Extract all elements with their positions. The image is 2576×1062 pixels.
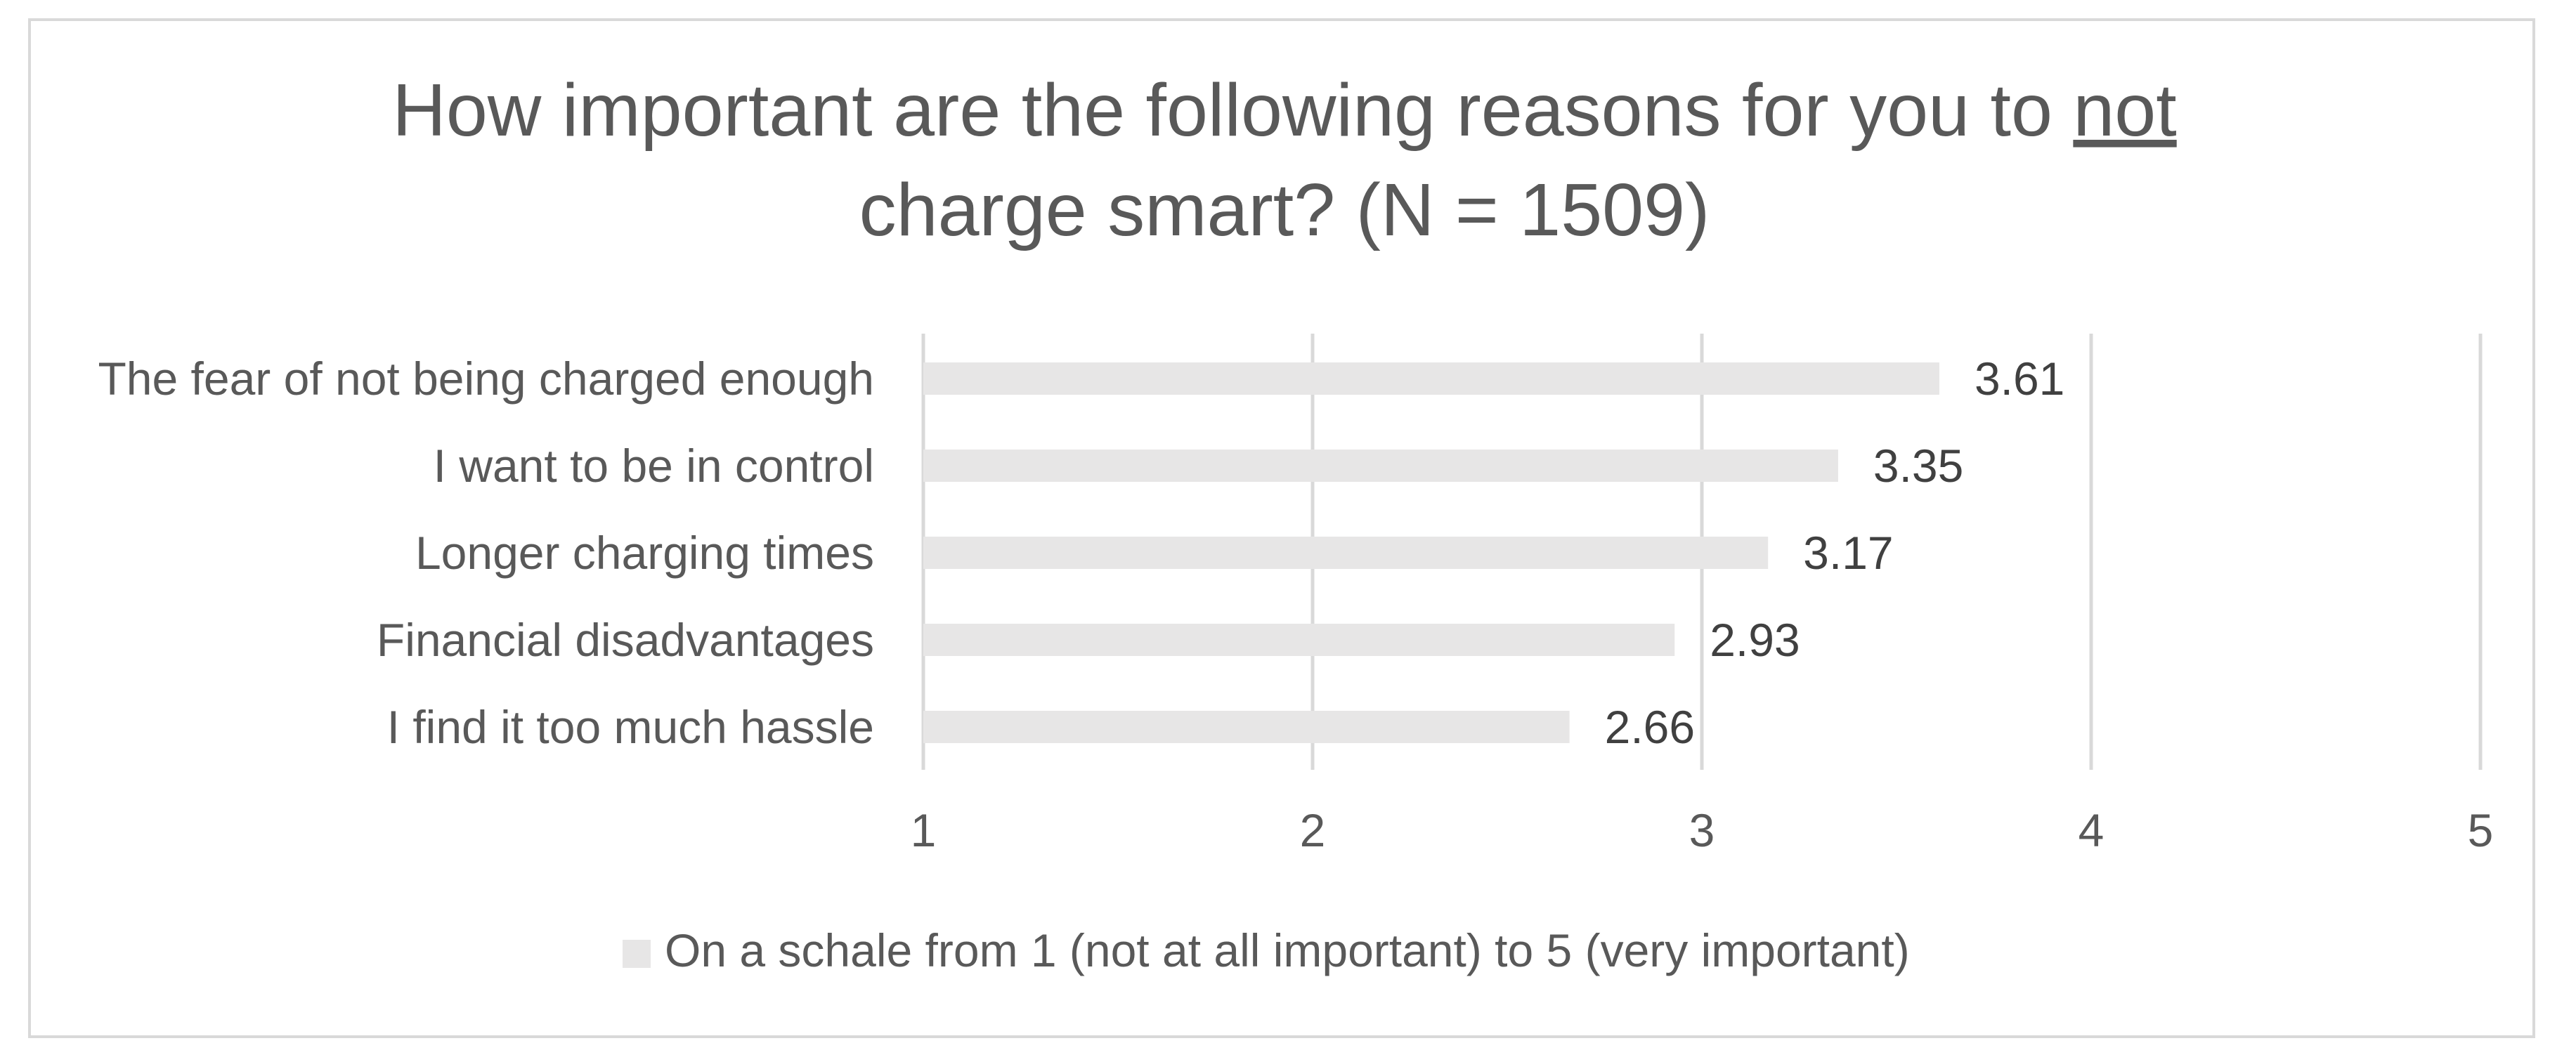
bar (923, 362, 1939, 395)
bar (923, 624, 1675, 656)
category-label: The fear of not being charged enough (98, 353, 874, 405)
legend-swatch (623, 940, 651, 968)
value-label: 3.17 (1803, 527, 1893, 579)
x-tick-label: 3 (1689, 804, 1715, 856)
category-label: I want to be in control (434, 440, 874, 492)
legend: On a schale from 1 (not at all important… (623, 924, 1910, 976)
value-label: 2.66 (1605, 701, 1695, 753)
category-labels: The fear of not being charged enough I wa… (98, 353, 874, 753)
x-axis-tick-labels: 1 2 3 4 5 (911, 804, 2494, 856)
bar (923, 537, 1769, 569)
x-tick-label: 5 (2468, 804, 2494, 856)
bars (923, 362, 1939, 743)
bar (923, 450, 1838, 482)
value-label: 3.35 (1873, 440, 1963, 492)
category-label: Financial disadvantages (377, 614, 874, 666)
category-label: Longer charging times (415, 527, 874, 579)
chart-frame: How important are the following reasons … (28, 18, 2535, 1038)
chart-title-line-2: charge smart? (N = 1509) (859, 169, 1710, 251)
value-label: 3.61 (1975, 353, 2064, 405)
bar-chart: How important are the following reasons … (98, 69, 2494, 976)
x-tick-label: 1 (911, 804, 937, 856)
legend-label: On a schale from 1 (not at all important… (665, 924, 1910, 976)
chart-title-line-1: How important are the following reasons … (392, 69, 2176, 152)
category-label: I find it too much hassle (387, 701, 874, 753)
value-labels: 3.613.35 3.172.93 2.66 (1605, 353, 2065, 753)
chart-title-emphasis: not (2073, 69, 2176, 152)
x-tick-label: 2 (1300, 804, 1326, 856)
chart-title-prefix: How important are the following reasons … (392, 69, 2073, 152)
x-tick-label: 4 (2079, 804, 2105, 856)
bar (923, 711, 1570, 743)
value-label: 2.93 (1710, 614, 1800, 666)
